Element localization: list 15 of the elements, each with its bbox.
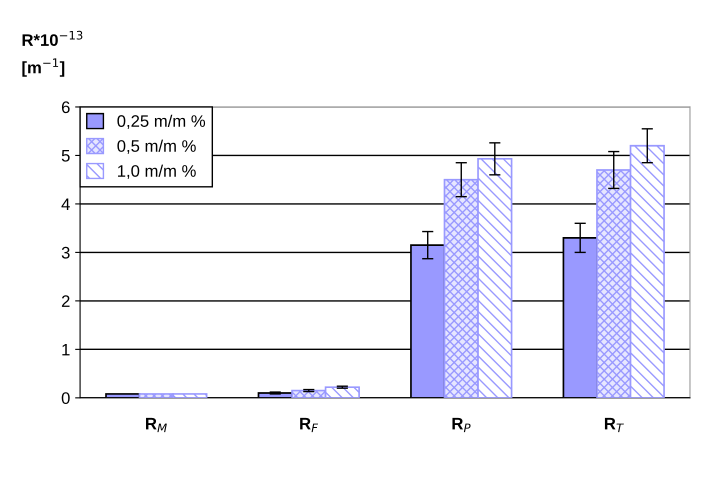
- legend-label: 0,5 m/m %: [117, 140, 196, 154]
- x-tick-label: R$_{T}$: [604, 418, 624, 432]
- y-tick-label: 3: [62, 246, 70, 259]
- text: R*10$^{−13}$ [m$^{−1}$]: [22, 30, 82, 77]
- legend-label: 0,25 m/m %: [117, 114, 206, 129]
- y-tick-label: 0: [62, 392, 70, 404]
- y-tick-label: 1: [62, 344, 70, 356]
- legend-label: 1,0 m/m %: [118, 164, 196, 179]
- y-tick-label: 6: [62, 101, 70, 114]
- x-tick-label: R$_{M}$: [146, 418, 167, 432]
- y-tick-label: 5: [62, 150, 70, 162]
- y-tick-label: 2: [62, 295, 70, 307]
- x-tick-label: R$_{P}$: [452, 418, 471, 432]
- y-tick-label: 4: [61, 198, 70, 210]
- x-tick-label: R$_{F}$: [300, 418, 318, 432]
